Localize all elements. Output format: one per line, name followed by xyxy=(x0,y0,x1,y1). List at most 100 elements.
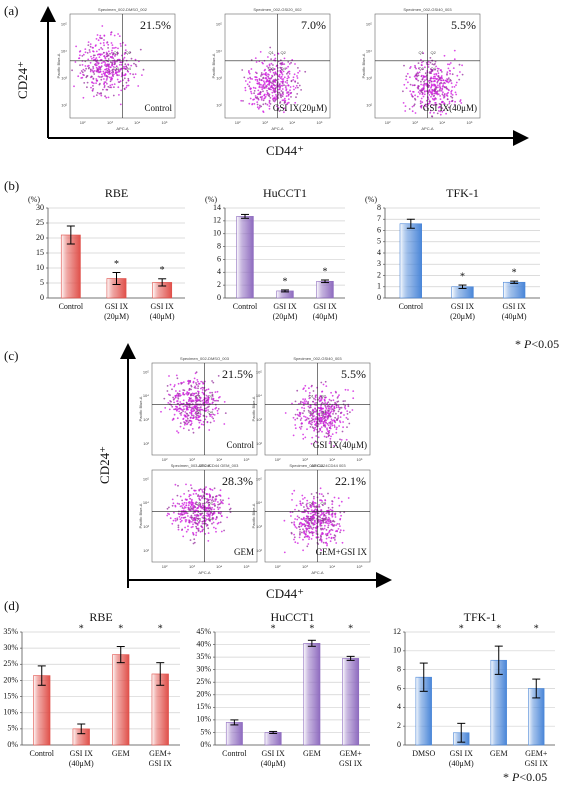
event-dot xyxy=(185,530,188,533)
event-dot xyxy=(292,434,295,437)
event-dot xyxy=(87,44,90,46)
event-dot xyxy=(448,102,451,105)
event-dot xyxy=(191,414,193,417)
event-dot xyxy=(315,522,318,525)
event-dot xyxy=(202,402,205,405)
percent-label: 21.5% xyxy=(140,18,171,32)
event-dot xyxy=(124,44,127,46)
event-dot xyxy=(266,89,268,92)
event-dot xyxy=(447,88,450,91)
event-dot xyxy=(335,404,338,407)
event-dot xyxy=(308,392,311,394)
event-dot xyxy=(176,517,179,520)
event-dot xyxy=(206,493,209,496)
event-dot xyxy=(111,56,113,59)
event-dot xyxy=(177,526,180,529)
event-dot xyxy=(174,483,177,486)
event-dot xyxy=(331,512,334,515)
event-dot xyxy=(299,532,301,535)
y-tick-label: 8 xyxy=(377,203,381,212)
event-dot xyxy=(307,543,310,545)
event-dot xyxy=(324,524,326,527)
event-dot xyxy=(322,422,325,425)
event-dot xyxy=(335,524,337,527)
event-dot xyxy=(89,43,92,45)
event-dot xyxy=(79,72,82,74)
event-dot xyxy=(189,520,191,523)
event-dot xyxy=(268,99,271,102)
event-dot xyxy=(190,514,193,517)
event-dot xyxy=(298,536,301,539)
event-dot xyxy=(193,538,196,541)
event-dot xyxy=(214,399,216,402)
event-dot xyxy=(319,419,322,421)
event-dot xyxy=(324,499,327,502)
event-dot xyxy=(217,408,220,410)
event-dot xyxy=(289,92,292,95)
event-dot xyxy=(418,67,420,70)
event-dot xyxy=(198,409,201,411)
event-dot xyxy=(293,73,296,76)
event-dot xyxy=(330,528,333,531)
event-dot xyxy=(86,75,89,77)
event-dot xyxy=(113,63,116,65)
event-dot xyxy=(217,501,219,503)
event-dot xyxy=(199,520,201,522)
event-dot xyxy=(120,63,123,66)
event-dot xyxy=(424,105,427,107)
event-dot xyxy=(279,88,281,90)
y-tick-label: 0 xyxy=(217,293,221,302)
error-bar xyxy=(532,678,541,699)
event-dot xyxy=(308,519,310,522)
event-dot xyxy=(181,505,183,507)
event-dot xyxy=(112,53,114,56)
event-dot xyxy=(439,85,441,88)
event-dot xyxy=(318,504,320,506)
event-dot xyxy=(294,424,297,426)
event-dot xyxy=(177,524,180,527)
specimen-title: Specimen_003-CD24CD44 GEM_003 xyxy=(171,463,239,468)
event-dot xyxy=(111,49,113,52)
event-dot xyxy=(123,65,125,68)
tick-label: 10² xyxy=(235,120,241,125)
event-dot xyxy=(437,110,440,112)
event-dot xyxy=(327,411,330,413)
event-dot xyxy=(203,398,206,400)
event-dot xyxy=(106,55,108,58)
y-tick-label: 40% xyxy=(196,639,211,648)
event-dot xyxy=(206,524,209,526)
event-dot xyxy=(212,503,215,506)
event-dot xyxy=(189,380,192,382)
event-dot xyxy=(178,393,181,395)
y-tick-label: 12 xyxy=(213,216,221,225)
event-dot xyxy=(187,490,190,492)
event-dot xyxy=(160,410,162,413)
event-dot xyxy=(166,390,169,392)
event-dot xyxy=(451,86,454,88)
error-bar xyxy=(230,719,239,726)
event-dot xyxy=(433,83,435,86)
event-dot xyxy=(286,77,289,80)
quadrant-label: Q4 xyxy=(208,409,214,414)
event-dot xyxy=(102,42,105,44)
significance: * xyxy=(512,267,517,278)
event-dot xyxy=(208,405,210,408)
event-dot xyxy=(303,496,306,499)
event-dot xyxy=(415,67,417,70)
event-dot xyxy=(432,92,434,95)
event-dot xyxy=(272,87,275,90)
event-dot xyxy=(280,68,283,71)
event-dot xyxy=(200,423,203,426)
bar xyxy=(503,281,526,299)
event-dot xyxy=(310,521,313,524)
event-dot xyxy=(427,80,430,82)
event-dot xyxy=(440,75,443,77)
event-dot xyxy=(443,102,445,105)
event-dot xyxy=(214,505,216,507)
event-dot xyxy=(320,513,323,516)
event-dot xyxy=(345,416,348,419)
event-dot xyxy=(166,385,169,387)
axis-title: Pacific Blue-A xyxy=(56,53,61,78)
event-dot xyxy=(283,63,286,65)
event-dot xyxy=(305,531,308,533)
